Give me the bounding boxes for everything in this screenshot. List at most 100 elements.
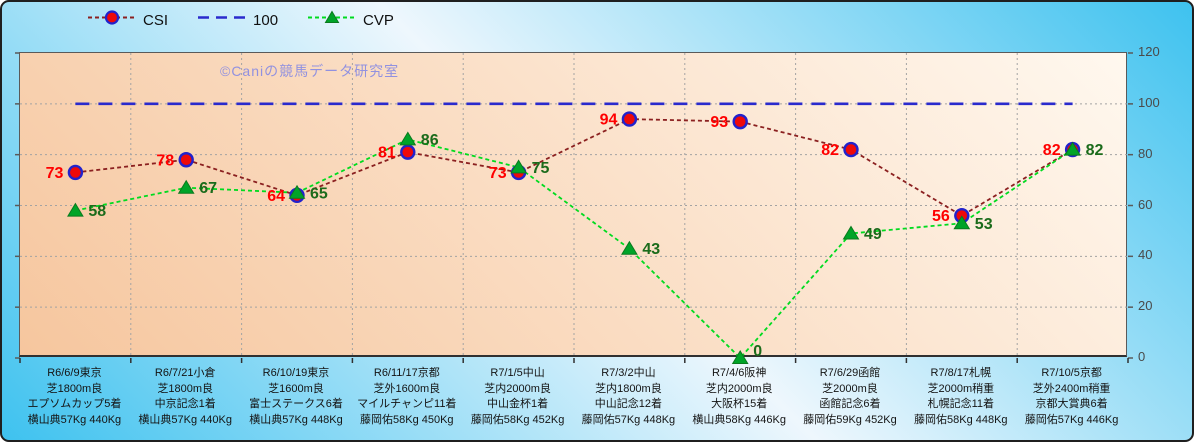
cvp-data-label: 0 bbox=[753, 343, 762, 360]
x-axis-category-line: 中京記念1着 bbox=[154, 398, 216, 410]
cvp-data-label: 53 bbox=[975, 216, 993, 233]
x-axis-category-line: R6/7/21小倉 bbox=[154, 367, 216, 379]
x-axis-category-line: 芝1600m良 bbox=[268, 382, 324, 395]
x-axis-category-line: 中山金杯1着 bbox=[487, 398, 549, 410]
legend-label-cvp: CVP bbox=[363, 11, 394, 29]
x-axis-category-line: 芝2000m稍重 bbox=[927, 382, 995, 395]
x-axis-category-line: 藤岡佑58Kg 452Kg bbox=[470, 413, 565, 426]
x-axis-category-line: 藤岡佑58Kg 450Kg bbox=[360, 413, 454, 426]
csi-marker bbox=[621, 111, 638, 127]
x-axis-category-line: R6/10/19東京 bbox=[262, 367, 330, 379]
x-axis-category-line: R7/10/5京都 bbox=[1041, 367, 1102, 379]
x-axis-category-line: 芝1800m良 bbox=[46, 382, 103, 395]
csi-marker bbox=[843, 141, 859, 158]
x-axis-category-line: 藤岡佑58Kg 448Kg bbox=[914, 413, 1008, 426]
cvp-data-label: 58 bbox=[88, 203, 106, 220]
y-axis-tick-label: 0 bbox=[1138, 349, 1146, 364]
x-axis-category-line: マイルチャンピ11着 bbox=[357, 398, 457, 410]
x-axis-category-line: 中山記念12着 bbox=[594, 398, 663, 410]
csi-data-label: 82 bbox=[1043, 142, 1061, 159]
x-axis-category: R7/10/5京都 芝外2400m稍重 京都大賞典6着 藤岡佑57Kg 446Kg bbox=[1016, 363, 1127, 428]
cvp-marker bbox=[399, 131, 417, 146]
cvp-series-marker-icon bbox=[308, 9, 357, 31]
x-axis-category-line: 藤岡佑57Kg 446Kg bbox=[1024, 413, 1119, 426]
cvp-marker bbox=[288, 184, 306, 199]
cvp-marker bbox=[177, 179, 195, 194]
x-axis-category-line: R7/3/2中山 bbox=[601, 367, 656, 379]
x-axis-category-line: 芝2000m良 bbox=[822, 382, 878, 395]
series-plot: 73 78 64 81 73 94 93 82 56 82 58 67 65 86 75 43 0 49 53 82 bbox=[15, 52, 1133, 364]
csi-data-label: 81 bbox=[378, 145, 396, 162]
x-axis-category-line: エプソムカップ5着 bbox=[27, 398, 122, 410]
cvp-data-label: 67 bbox=[199, 180, 217, 197]
x-axis-category: R6/10/19東京 芝1600m良富士ステークス6着 横山典57Kg 448Kg bbox=[241, 363, 352, 428]
cvp-data-label: 82 bbox=[1086, 142, 1104, 159]
csi-data-label: 56 bbox=[932, 208, 950, 225]
cvp-marker bbox=[731, 350, 749, 364]
csi-data-label: 73 bbox=[46, 165, 64, 182]
y-axis-tick-label: 60 bbox=[1138, 196, 1153, 212]
csi-data-label: 94 bbox=[600, 112, 618, 129]
cvp-marker bbox=[510, 159, 527, 174]
cvp-data-label: 49 bbox=[864, 226, 882, 243]
csi-series-marker-icon bbox=[88, 9, 136, 31]
x-axis-category-line: 札幌記念11着 bbox=[927, 398, 994, 410]
x-axis-category-line: 芝内1800m良 bbox=[595, 382, 662, 395]
y-axis-tick-label: 20 bbox=[1138, 298, 1153, 314]
x-axis-category-line: 芝外2400m稍重 bbox=[1032, 382, 1111, 395]
x-axis-category-line: R7/8/17札幌 bbox=[930, 367, 992, 379]
csi-marker bbox=[178, 152, 194, 168]
x-axis-category-line: 藤岡佑59Kg 452Kg bbox=[803, 413, 897, 426]
x-axis-category-line: 横山典57Kg 440Kg bbox=[27, 413, 122, 426]
legend-label-csi: CSI bbox=[143, 11, 169, 29]
cvp-data-label: 43 bbox=[642, 241, 660, 258]
x-axis-category-line: R7/4/6阪神 bbox=[711, 367, 767, 379]
csi-marker bbox=[732, 113, 748, 130]
x-axis-category: R7/4/6阪神 芝内2000m良 大阪杯15着 横山典58Kg 446Kg bbox=[684, 363, 795, 428]
cvp-line bbox=[75, 138, 1074, 360]
csi-data-label: 64 bbox=[267, 188, 285, 205]
x-axis-category-line: R6/11/17京都 bbox=[373, 367, 440, 379]
x-axis-category-line: 芝1800m良 bbox=[157, 382, 214, 395]
csi-data-label: 82 bbox=[821, 142, 839, 159]
legend: CSI 100 CVP bbox=[88, 9, 394, 31]
cvp-marker bbox=[1064, 141, 1081, 156]
plot-area: 73 78 64 81 73 94 93 82 56 82 58 67 65 86 75 43 0 49 53 82 … bbox=[15, 52, 1133, 364]
x-axis-labels: R6/6/9東京 芝1800m良 エプソムカップ5着 横山典57Kg 440Kg R6/… bbox=[19, 363, 1127, 428]
y-axis-tick-label: 40 bbox=[1138, 247, 1153, 263]
x-axis-category-line: 富士ステークス6着 bbox=[249, 398, 343, 410]
x-axis-category-line: 横山典58Kg 446Kg bbox=[692, 413, 786, 426]
legend-item-100: 100 bbox=[198, 9, 278, 31]
x-axis-category-line: 藤岡佑57Kg 448Kg bbox=[581, 413, 676, 426]
x-axis-category-line: R7/1/5中山 bbox=[490, 367, 545, 379]
x-axis-category: R6/7/21小倉 芝1800m良 中京記念1着横山典57Kg 440Kg bbox=[130, 363, 241, 428]
x-axis-category-line: 横山典57Kg 448Kg bbox=[249, 413, 343, 426]
x-axis-category: R7/8/17札幌 芝2000m稍重 札幌記念11着藤岡佑58Kg 448Kg bbox=[905, 363, 1016, 428]
x-axis-category-line: 大阪杯15着 bbox=[711, 398, 768, 410]
csi-marker bbox=[400, 144, 416, 160]
legend-label-100: 100 bbox=[253, 11, 279, 29]
legend-item-cvp: CVP bbox=[308, 9, 394, 31]
cvp-marker bbox=[67, 202, 84, 217]
y-axis-tick-label: 80 bbox=[1138, 145, 1153, 161]
x-axis-category: R7/3/2中山 芝内1800m良 中山記念12着藤岡佑57Kg 448Kg bbox=[573, 363, 684, 428]
csi-data-label: 78 bbox=[156, 152, 174, 169]
y-axis-tick-label: 100 bbox=[1138, 94, 1160, 110]
baseline-series-marker-icon bbox=[198, 9, 247, 31]
cvp-marker bbox=[953, 215, 971, 230]
x-axis-category: R7/1/5中山 芝内2000m良 中山金杯1着藤岡佑58Kg 452Kg bbox=[462, 363, 573, 428]
x-axis-category: R7/6/29函館 芝2000m良 函館記念6着 藤岡佑59Kg 452Kg bbox=[795, 363, 906, 428]
x-axis-category-line: 函館記念6着 bbox=[819, 398, 881, 410]
x-axis-category-line: 芝内2000m良 bbox=[484, 382, 551, 395]
cvp-marker bbox=[621, 240, 638, 255]
csi-data-label: 73 bbox=[489, 165, 507, 182]
x-axis-category-line: 横山典57Kg 440Kg bbox=[138, 413, 232, 426]
cvp-data-label: 75 bbox=[532, 160, 550, 177]
x-axis-category-line: 芝外1600m良 bbox=[373, 382, 441, 395]
y-axis-tick-label: 120 bbox=[1138, 44, 1160, 59]
csi-data-label: 93 bbox=[710, 114, 728, 131]
x-axis-category: R6/11/17京都 芝外1600m良マイルチャンピ11着 藤岡佑58Kg 450K… bbox=[351, 363, 462, 428]
csi-marker bbox=[67, 164, 84, 181]
legend-item-csi: CSI bbox=[88, 9, 168, 31]
